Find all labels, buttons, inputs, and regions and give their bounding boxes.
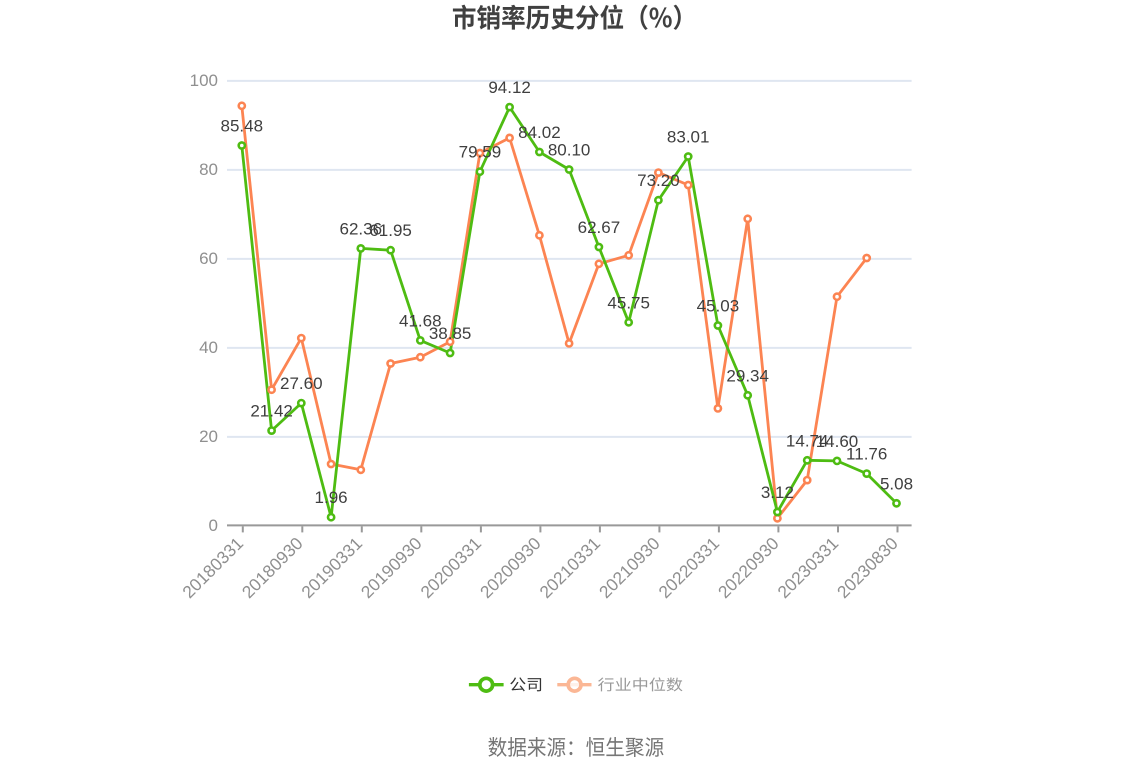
svg-text:27.60: 27.60 xyxy=(280,374,323,393)
svg-text:5.08: 5.08 xyxy=(880,474,913,493)
svg-text:38.85: 38.85 xyxy=(429,324,472,343)
svg-text:79.59: 79.59 xyxy=(459,143,502,162)
svg-text:11.76: 11.76 xyxy=(846,445,887,464)
svg-text:0: 0 xyxy=(209,516,218,535)
svg-text:61.95: 61.95 xyxy=(369,221,412,240)
svg-text:62.67: 62.67 xyxy=(578,218,621,237)
svg-text:1.96: 1.96 xyxy=(315,488,348,507)
svg-text:14.60: 14.60 xyxy=(816,432,859,451)
svg-text:20: 20 xyxy=(199,427,218,446)
svg-text:40: 40 xyxy=(199,338,218,357)
svg-text:80: 80 xyxy=(199,160,218,179)
svg-text:84.02: 84.02 xyxy=(518,123,561,142)
svg-text:41.68: 41.68 xyxy=(399,311,442,330)
svg-text:73.20: 73.20 xyxy=(637,171,680,190)
svg-text:45.75: 45.75 xyxy=(607,293,650,312)
svg-text:80.10: 80.10 xyxy=(548,141,591,160)
svg-text:100: 100 xyxy=(190,71,218,90)
svg-text:83.01: 83.01 xyxy=(667,128,710,147)
svg-text:60: 60 xyxy=(199,249,218,268)
svg-text:45.03: 45.03 xyxy=(697,297,740,316)
svg-text:14.74: 14.74 xyxy=(786,431,829,450)
svg-text:94.12: 94.12 xyxy=(488,78,531,97)
svg-text:3.12: 3.12 xyxy=(761,483,794,502)
svg-text:85.48: 85.48 xyxy=(221,117,264,136)
svg-text:62.36: 62.36 xyxy=(340,219,383,238)
svg-text:21.42: 21.42 xyxy=(250,402,293,421)
svg-text:29.34: 29.34 xyxy=(726,366,769,385)
